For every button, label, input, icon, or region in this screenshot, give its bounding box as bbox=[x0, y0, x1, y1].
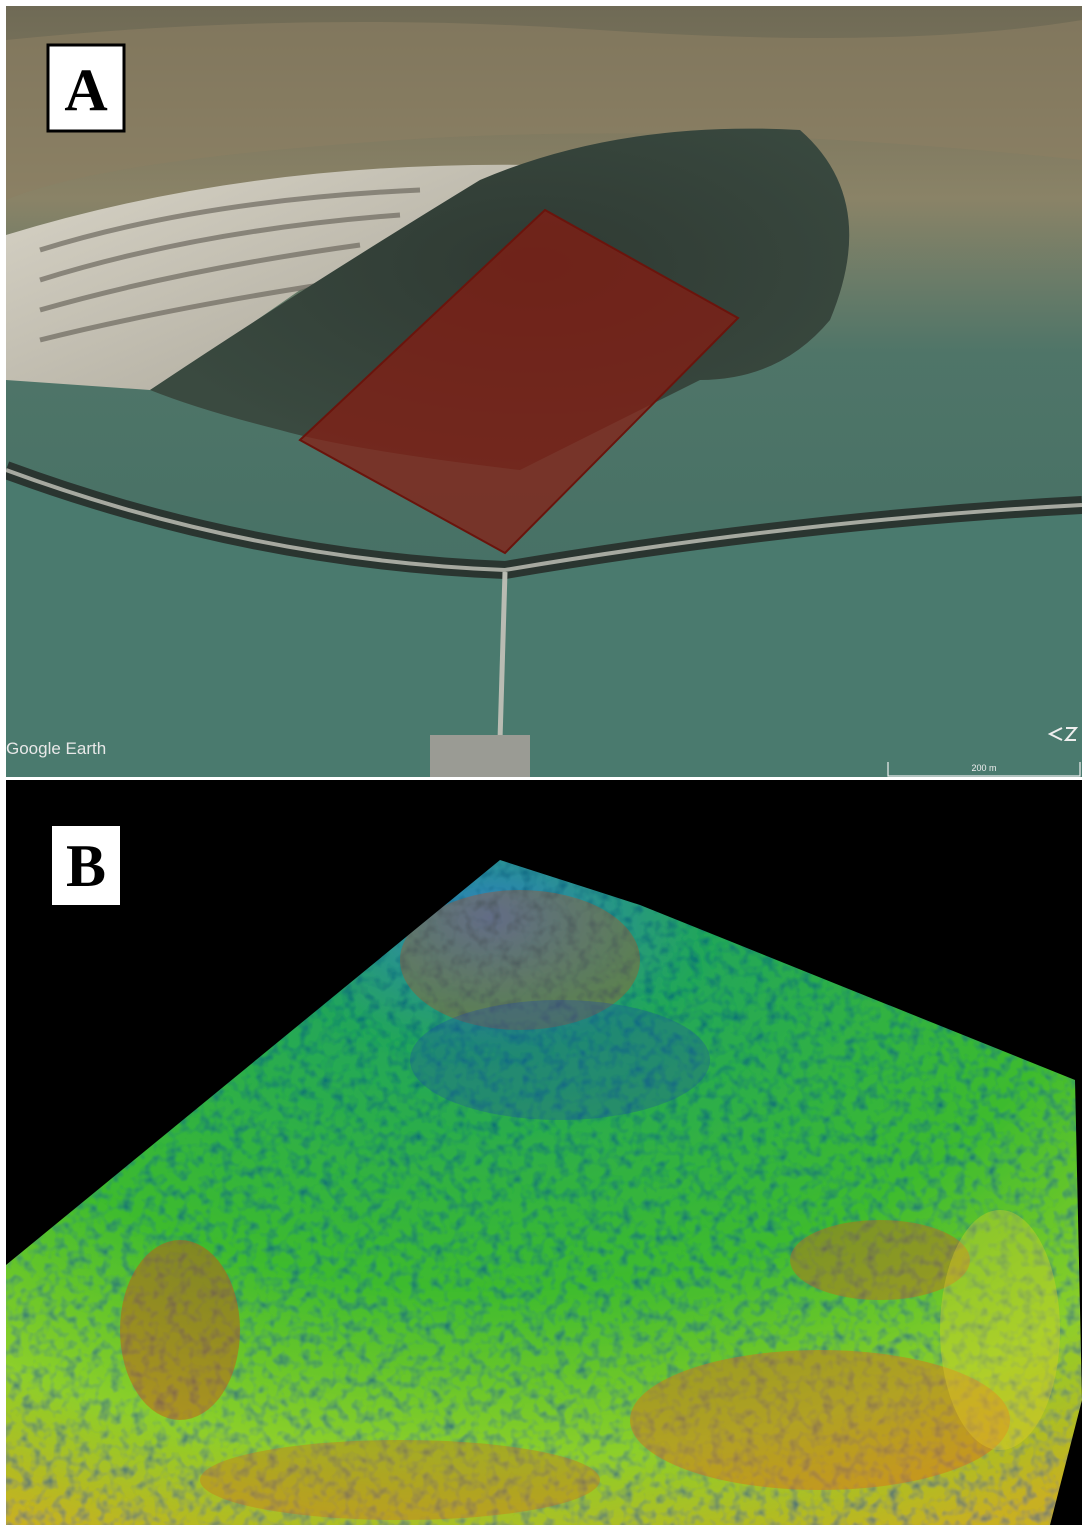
scale-label: 200 m bbox=[971, 763, 996, 773]
panel-label: A bbox=[64, 57, 107, 123]
panel-a-image bbox=[6, 6, 1082, 777]
panel-label: B bbox=[66, 833, 106, 899]
watermark: Google Earth bbox=[6, 739, 106, 758]
page: A Google Earth 200 m B (() => { const da… bbox=[0, 0, 1082, 1525]
figure: A Google Earth 200 m B bbox=[0, 0, 1082, 1525]
